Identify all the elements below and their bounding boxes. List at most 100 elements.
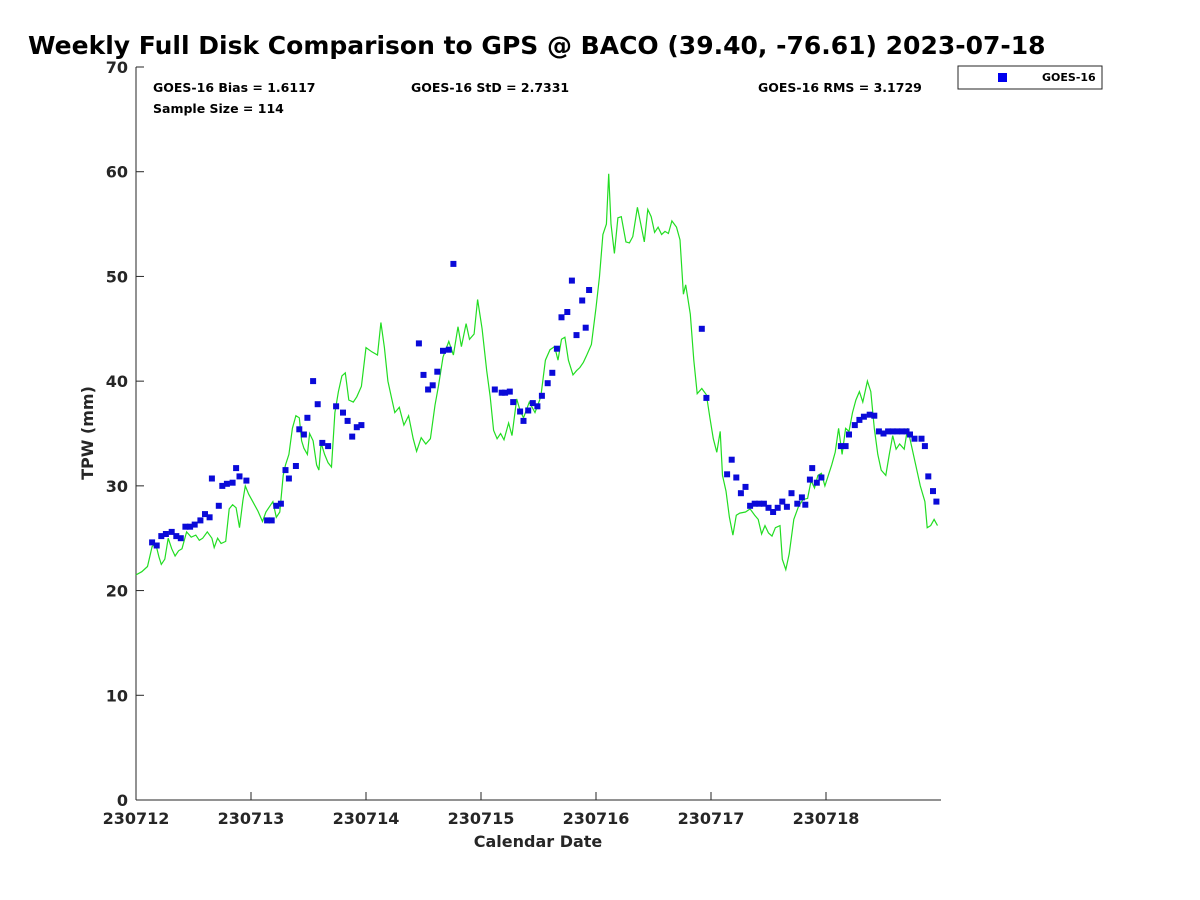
goes-point <box>333 403 340 410</box>
goes-point <box>733 474 740 481</box>
y-tick-label: 20 <box>106 582 128 601</box>
goes-point <box>304 414 311 421</box>
goes-point <box>206 514 213 521</box>
goes-point <box>925 473 932 480</box>
goes-point <box>933 498 940 505</box>
goes-point <box>268 517 275 524</box>
goes-point <box>215 502 222 509</box>
goes-point <box>885 428 892 435</box>
goes-point <box>724 471 731 478</box>
goes-point <box>837 443 844 450</box>
goes-point <box>208 475 215 482</box>
x-tick-label: 230718 <box>793 809 860 828</box>
plot-area <box>135 67 941 801</box>
x-tick-label: 230715 <box>448 809 515 828</box>
goes-point <box>187 523 194 530</box>
goes-point <box>314 401 321 408</box>
goes-point <box>742 483 749 490</box>
goes-point <box>491 386 498 393</box>
goes-point <box>538 392 545 399</box>
goes-point <box>798 494 805 501</box>
goes-point <box>788 490 795 497</box>
goes-point <box>586 287 593 293</box>
goes-point <box>502 389 509 396</box>
goes-point <box>802 501 809 508</box>
goes-point <box>842 443 849 450</box>
goes-point <box>911 435 918 442</box>
goes-point <box>300 431 307 438</box>
goes-point <box>162 531 169 537</box>
goes-point <box>310 378 317 385</box>
stat-std: GOES-16 StD = 2.7331 <box>411 80 569 95</box>
x-tick-label: 230714 <box>333 809 400 828</box>
goes-point <box>760 500 767 507</box>
goes-point <box>517 408 524 415</box>
gps-line <box>135 173 939 576</box>
goes-point <box>703 394 710 401</box>
y-ticks: 0 10 20 30 40 50 60 70 <box>106 58 144 810</box>
goes-point <box>319 439 326 446</box>
legend-box <box>957 65 1103 90</box>
goes-point <box>285 475 292 482</box>
stat-rms: GOES-16 RMS = 3.1729 <box>758 80 922 95</box>
goes-point <box>510 399 517 406</box>
goes-point <box>273 502 280 509</box>
goes-point <box>525 407 532 414</box>
goes-point <box>425 386 432 393</box>
goes-point <box>282 467 289 474</box>
goes-point <box>930 488 936 495</box>
goes-point <box>498 389 505 396</box>
goes-point <box>219 482 226 489</box>
goes-point <box>415 340 422 347</box>
goes-point <box>770 509 777 515</box>
goes-point <box>229 479 236 486</box>
goes-point <box>202 511 208 518</box>
goes-point <box>751 500 758 507</box>
goes-point <box>534 403 541 410</box>
goes-point <box>806 476 813 483</box>
goes-point <box>818 474 825 481</box>
goes-point <box>506 388 513 395</box>
goes-point <box>558 314 565 321</box>
goes-point <box>779 498 786 505</box>
goes-point <box>434 368 441 375</box>
goes-point <box>353 424 360 431</box>
goes-point <box>889 428 896 435</box>
goes-point <box>292 463 299 469</box>
goes-point <box>860 413 867 420</box>
legend: GOES-16 <box>957 65 1103 90</box>
goes-point <box>149 539 156 546</box>
goes-point <box>783 503 790 510</box>
x-tick-label: 230716 <box>563 809 630 828</box>
goes-point <box>158 533 165 540</box>
goes-point <box>756 500 763 507</box>
goes-point <box>153 542 160 549</box>
goes-point <box>698 325 705 332</box>
goes-point <box>765 504 772 511</box>
y-tick-label: 10 <box>106 686 128 705</box>
goes-point <box>582 324 589 331</box>
goes-point <box>809 465 816 472</box>
goes-point <box>880 430 887 437</box>
chart-title: Weekly Full Disk Comparison to GPS @ BAC… <box>28 31 1046 60</box>
goes-point <box>182 523 189 530</box>
goes-point <box>851 422 858 429</box>
goes-point <box>875 428 882 435</box>
goes-point <box>866 411 873 418</box>
goes-point <box>774 504 781 511</box>
y-tick-label: 50 <box>106 267 128 286</box>
stat-bias: GOES-16 Bias = 1.6117 <box>153 80 315 95</box>
y-axis-label: TPW (mm) <box>78 386 97 480</box>
y-tick-label: 0 <box>117 791 128 810</box>
goes-point <box>903 428 910 435</box>
legend-marker <box>998 73 1007 82</box>
gps-series <box>135 173 939 576</box>
goes-series <box>149 260 940 549</box>
goes-point <box>728 456 735 463</box>
goes-point <box>846 431 852 438</box>
goes-point <box>856 416 863 423</box>
goes-point <box>747 502 754 509</box>
goes-point <box>233 465 240 472</box>
goes-point <box>440 347 446 354</box>
legend-label: GOES-16 <box>1042 71 1096 84</box>
